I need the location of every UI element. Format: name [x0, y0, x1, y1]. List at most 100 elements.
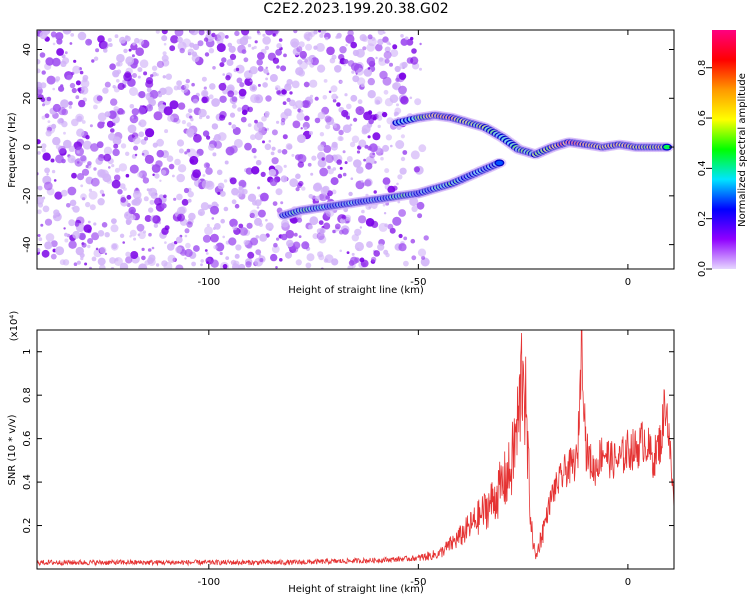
noise-dot [216, 169, 223, 176]
noise-dot [249, 209, 259, 219]
noise-dot [189, 155, 199, 165]
noise-dot [143, 196, 149, 202]
noise-dot [211, 123, 219, 130]
noise-dot [189, 30, 199, 36]
spectrogram-y-tick-label: 0 [22, 144, 33, 150]
noise-dot [91, 256, 97, 262]
noise-dot [314, 117, 321, 124]
noise-dot [95, 247, 99, 251]
noise-dot [348, 191, 353, 197]
noise-dot [361, 209, 365, 214]
noise-dot [390, 144, 393, 148]
noise-dot [60, 99, 69, 108]
noise-dot [276, 65, 280, 69]
noise-dot [350, 94, 358, 102]
noise-dot [191, 261, 197, 267]
noise-dot [62, 57, 70, 65]
noise-dot [396, 182, 399, 186]
noise-dot [249, 79, 253, 82]
spectrogram-frame [36, 29, 675, 270]
snr-y-tick-label: 0.8 [22, 387, 33, 403]
noise-dot [81, 120, 86, 124]
noise-dot [45, 130, 52, 137]
noise-dot [344, 93, 348, 97]
noise-dot [50, 253, 57, 260]
noise-dot [319, 193, 328, 202]
noise-dot [350, 177, 354, 180]
noise-dot [135, 187, 139, 191]
noise-dot [131, 116, 135, 119]
noise-dot [176, 173, 185, 183]
noise-dot [69, 42, 73, 45]
noise-dot [147, 248, 152, 252]
noise-dot [403, 236, 408, 241]
noise-dot [316, 232, 325, 241]
noise-dot [257, 209, 266, 218]
noise-dot [269, 228, 272, 232]
noise-dot [108, 166, 111, 169]
noise-dot [132, 73, 137, 78]
noise-dot [319, 132, 325, 137]
noise-dot [59, 259, 66, 266]
noise-dot [141, 255, 146, 261]
noise-dot [101, 193, 105, 197]
noise-dot [243, 57, 249, 63]
noise-dot [68, 101, 73, 106]
noise-dot [236, 38, 243, 45]
noise-dot [270, 253, 278, 262]
noise-dot [353, 117, 358, 122]
noise-dot [129, 87, 138, 96]
noise-dot [257, 65, 264, 72]
noise-dot [238, 223, 244, 229]
noise-dot [110, 224, 119, 233]
noise-dot [258, 222, 263, 227]
spectrogram-x-ticks: -100 -50 0 [197, 30, 631, 288]
noise-dot [394, 65, 401, 73]
noise-dot [217, 191, 221, 195]
noise-dot [256, 121, 264, 129]
noise-dot [280, 201, 284, 205]
spectrogram-x-tick-label: -50 [410, 277, 426, 288]
noise-dot [262, 36, 271, 45]
noise-dot [398, 243, 407, 252]
noise-dot [203, 86, 207, 90]
noise-dot [367, 77, 375, 86]
noise-dot [229, 218, 238, 228]
noise-dot [74, 222, 79, 227]
noise-dot [152, 142, 158, 148]
noise-dot [45, 233, 55, 242]
noise-dot [227, 90, 235, 98]
noise-dot [148, 207, 154, 213]
noise-dot [295, 187, 300, 192]
noise-dot [282, 134, 288, 140]
noise-dot [37, 185, 43, 191]
noise-dot [206, 180, 214, 188]
noise-dot [366, 56, 375, 66]
noise-dot [323, 222, 331, 230]
noise-dot [110, 128, 115, 133]
noise-dot [138, 263, 148, 269]
noise-dot [71, 172, 77, 179]
noise-dot [393, 111, 398, 116]
noise-dot [236, 77, 243, 84]
noise-dot [260, 171, 266, 177]
noise-dot [187, 191, 194, 198]
noise-dot [202, 234, 211, 243]
noise-dot [42, 196, 46, 200]
noise-dot [262, 82, 268, 88]
noise-dot [383, 212, 387, 215]
noise-dot [225, 256, 230, 260]
noise-dot [308, 224, 313, 230]
noise-dot [188, 212, 196, 221]
noise-dot [232, 263, 240, 269]
noise-dot [303, 126, 308, 130]
noise-dot [276, 43, 282, 49]
noise-dot [349, 123, 353, 127]
noise-dot [111, 243, 118, 250]
noise-dot [176, 139, 185, 147]
noise-dot [241, 30, 250, 36]
noise-dot [337, 173, 343, 179]
noise-dot [254, 132, 263, 141]
noise-dot [119, 233, 125, 238]
noise-dot [69, 199, 77, 207]
